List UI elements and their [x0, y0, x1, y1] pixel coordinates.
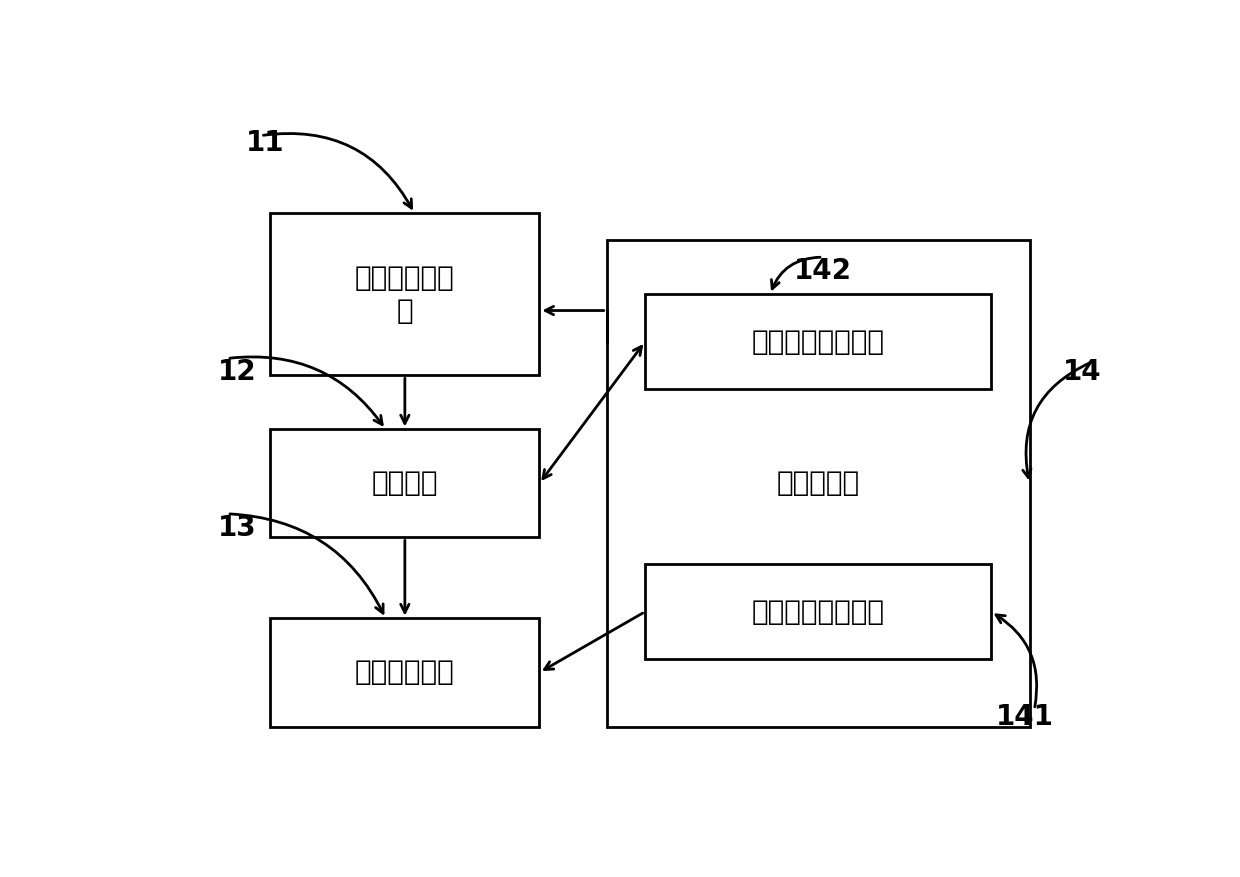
- Text: 显示单元: 显示单元: [372, 469, 438, 497]
- Bar: [270, 213, 539, 375]
- Text: 14: 14: [1063, 359, 1102, 387]
- Bar: [606, 240, 1029, 726]
- Text: 13: 13: [217, 514, 257, 542]
- Text: 第二信息传输单元: 第二信息传输单元: [751, 598, 884, 625]
- Text: 12: 12: [217, 359, 257, 387]
- Text: 142: 142: [794, 257, 852, 285]
- Text: 中央控制器: 中央控制器: [776, 469, 859, 497]
- Bar: [645, 295, 991, 389]
- Text: 11: 11: [247, 129, 285, 157]
- Bar: [645, 565, 991, 659]
- Text: 第一信息传输单元: 第一信息传输单元: [751, 328, 884, 355]
- Text: 人机交互单元: 人机交互单元: [355, 659, 455, 687]
- Bar: [270, 430, 539, 538]
- Bar: [270, 618, 539, 726]
- Text: 141: 141: [996, 702, 1054, 731]
- Text: 电子标签读取
器: 电子标签读取 器: [355, 264, 455, 324]
